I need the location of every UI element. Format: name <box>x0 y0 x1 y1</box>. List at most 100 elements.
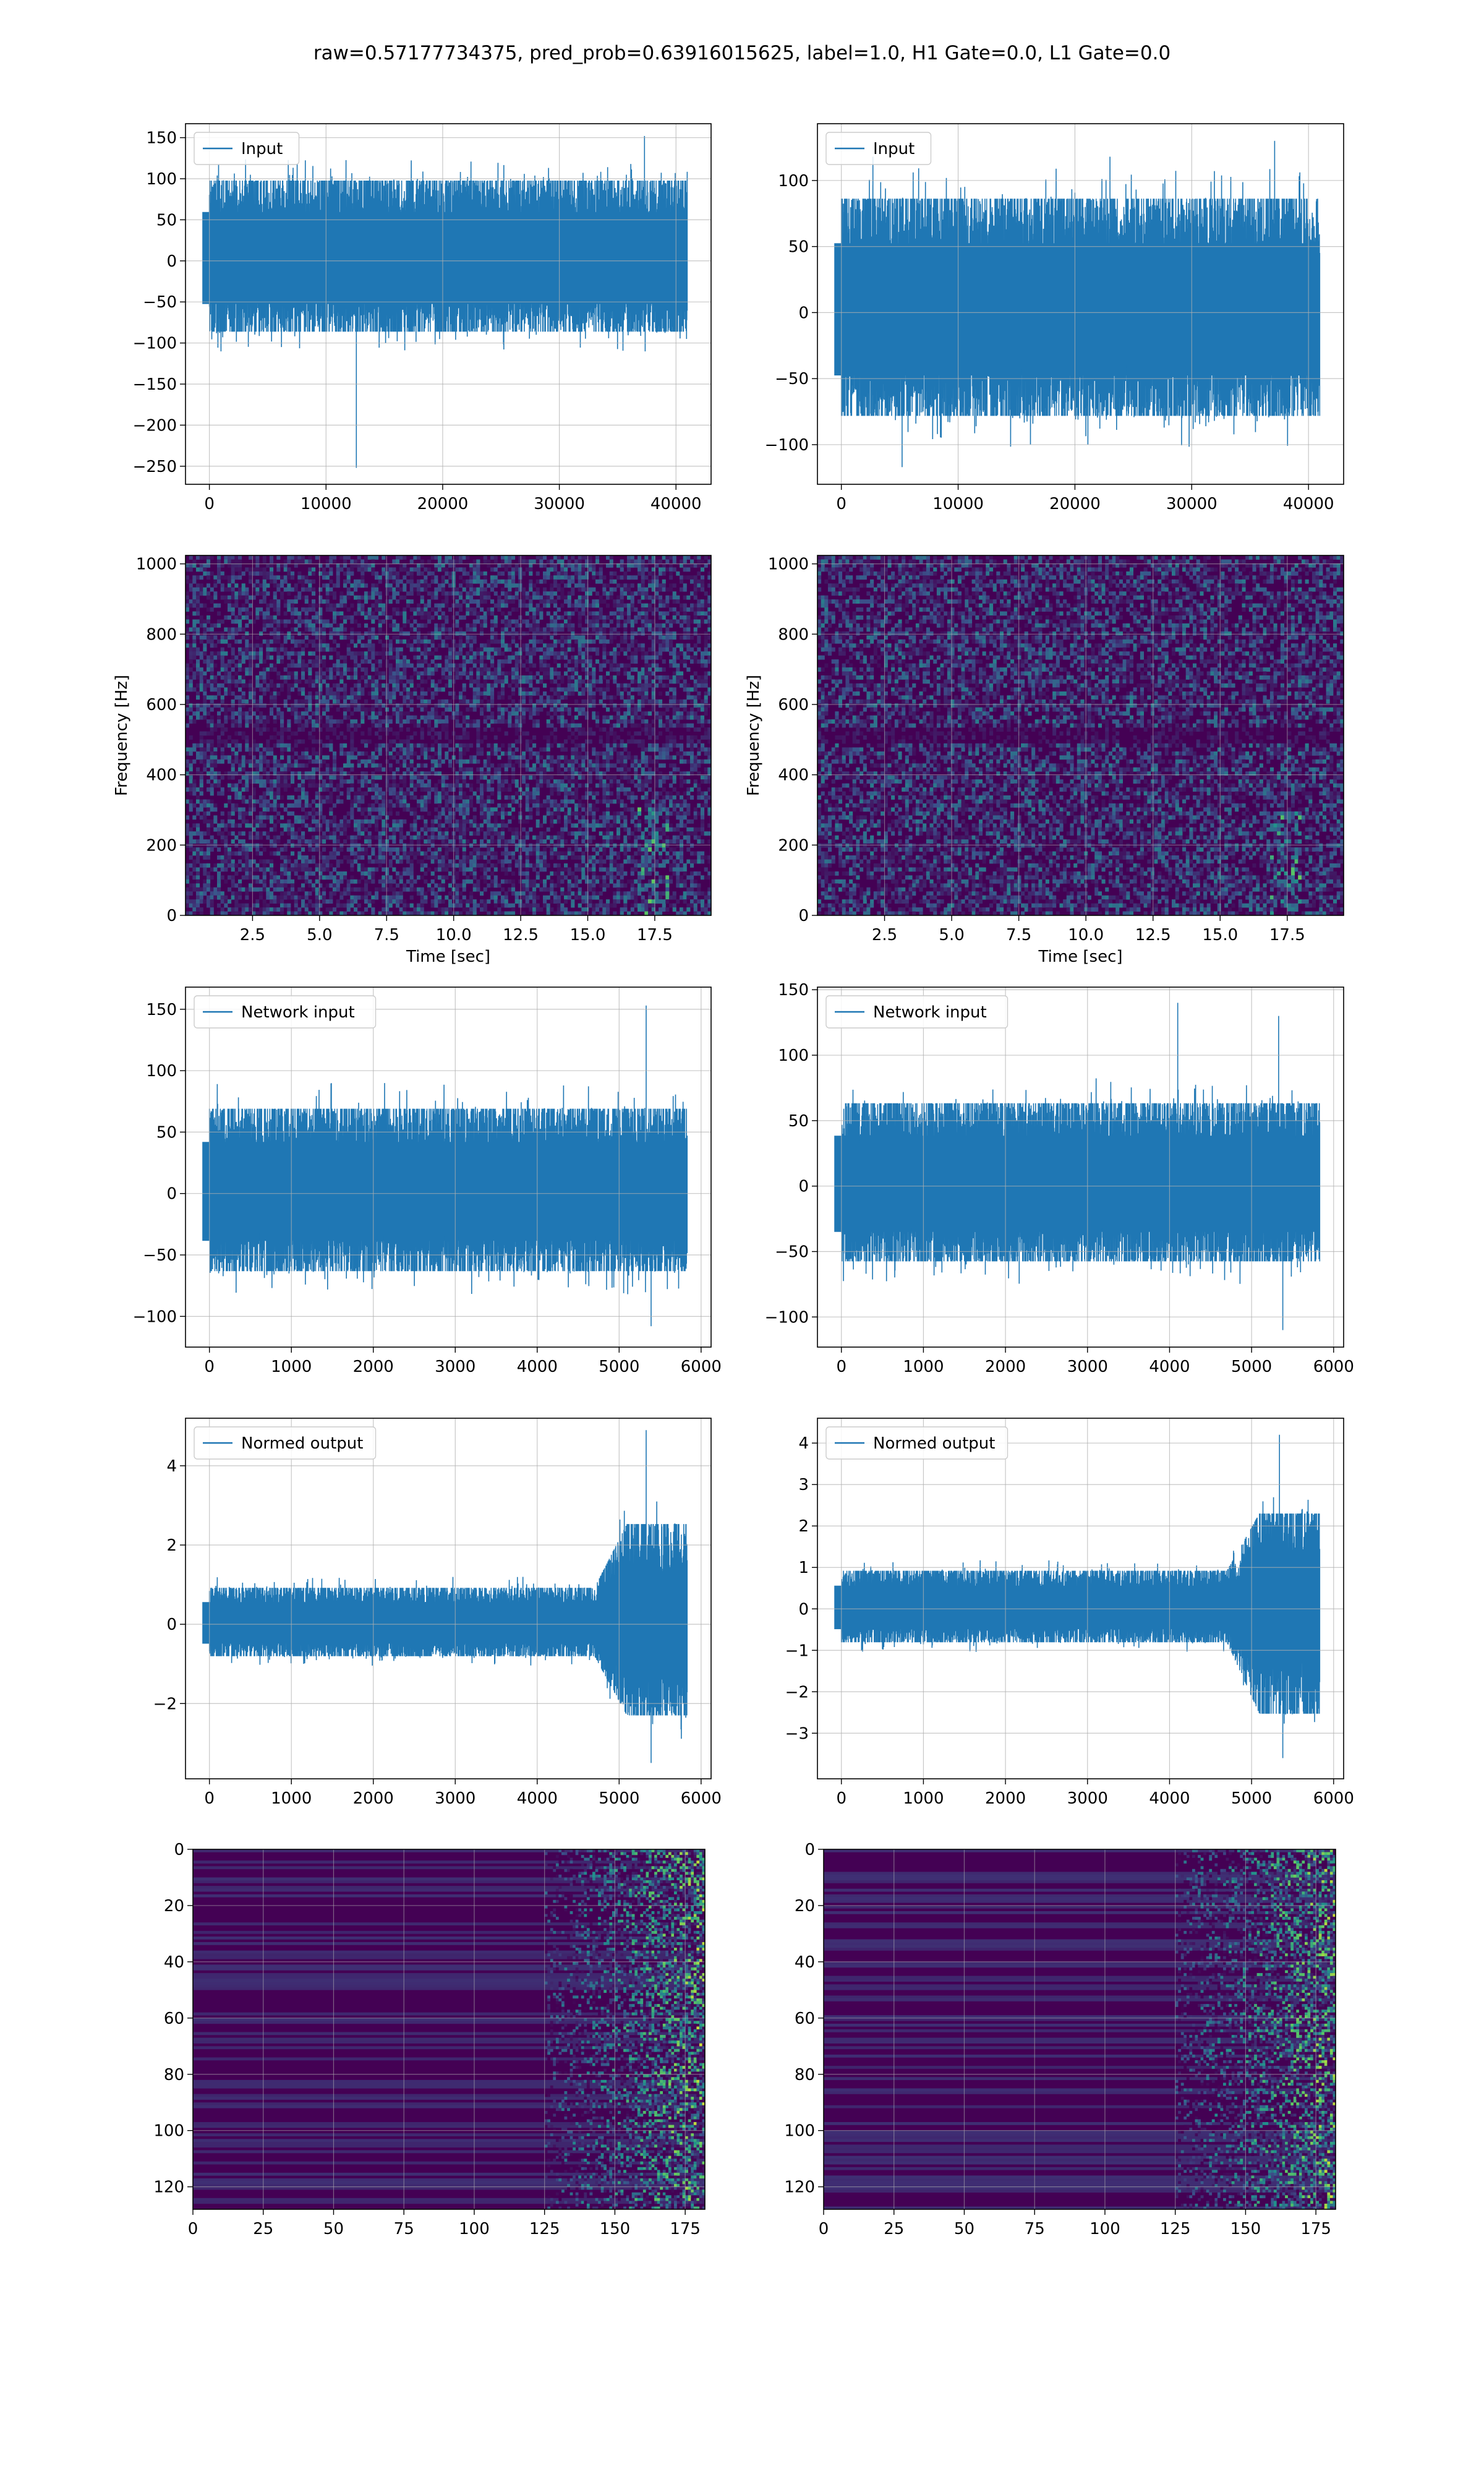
heatmap-cell <box>417 859 421 864</box>
heatmap-cell <box>350 839 354 844</box>
heatmap-cell <box>252 771 256 776</box>
heatmap-cell <box>382 607 386 612</box>
heatmap-cell <box>199 651 203 656</box>
heatmap-cell <box>469 683 474 688</box>
heatmap-cell <box>427 747 432 752</box>
heatmap-cell <box>336 735 340 740</box>
heatmap-cell <box>364 659 369 664</box>
heatmap-cell <box>406 735 411 740</box>
heatmap-cell <box>210 675 214 680</box>
heatmap-cell <box>483 703 487 708</box>
heatmap-cell <box>301 659 305 664</box>
heatmap-cell <box>476 759 480 764</box>
heatmap-cell <box>357 611 361 616</box>
heatmap-cell <box>504 847 508 852</box>
heatmap-cell <box>493 583 498 588</box>
heatmap-cell <box>448 691 453 696</box>
heatmap-cell <box>318 771 323 776</box>
heatmap-cell <box>213 815 218 820</box>
heatmap-cell <box>511 631 516 636</box>
heatmap-cell <box>231 603 235 608</box>
heatmap-cell <box>466 699 470 704</box>
heatmap-cell <box>459 607 463 612</box>
heatmap-cell <box>262 771 267 776</box>
heatmap-cell <box>501 895 505 900</box>
y-tick-label: −50 <box>143 293 177 312</box>
heatmap-cell <box>403 667 407 672</box>
heatmap-cell <box>210 671 214 676</box>
heatmap-cell <box>346 571 351 576</box>
heatmap-cell <box>210 555 214 560</box>
heatmap-cell <box>234 771 239 776</box>
heatmap-cell <box>462 831 466 836</box>
heatmap-cell <box>231 707 235 712</box>
heatmap-cell <box>346 763 351 768</box>
heatmap-cell <box>350 687 354 692</box>
heatmap-cell <box>438 631 442 636</box>
heatmap-cell <box>420 675 424 680</box>
heatmap-cell <box>476 879 480 884</box>
heatmap-cell <box>406 695 411 700</box>
heatmap-cell <box>270 679 274 684</box>
heatmap-cell <box>325 775 330 780</box>
heatmap-cell <box>417 775 421 780</box>
heatmap-cell <box>312 767 316 772</box>
heatmap-cell <box>371 647 375 652</box>
heatmap-cell <box>420 907 424 912</box>
heatmap-cell <box>382 851 386 856</box>
heatmap-cell <box>231 591 235 596</box>
heatmap-cell <box>409 895 414 900</box>
heatmap-cell <box>427 639 432 644</box>
heatmap-cell <box>266 683 270 688</box>
heatmap-cell <box>472 899 477 904</box>
heatmap-cell <box>409 615 414 620</box>
heatmap-cell <box>280 751 284 756</box>
heatmap-cell <box>322 867 326 872</box>
heatmap-cell <box>490 663 495 668</box>
heatmap-cell <box>501 775 505 780</box>
heatmap-cell <box>511 555 516 560</box>
heatmap-cell <box>276 847 281 852</box>
heatmap-cell <box>392 623 396 628</box>
heatmap-cell <box>346 879 351 884</box>
heatmap-cell <box>315 839 319 844</box>
heatmap-cell <box>375 575 379 580</box>
heatmap-cell <box>357 707 361 712</box>
heatmap-cell <box>504 659 508 664</box>
heatmap-cell <box>480 587 484 592</box>
heatmap-cell <box>476 675 480 680</box>
heatmap-cell <box>427 715 432 720</box>
heatmap-cell <box>220 651 224 656</box>
heatmap-cell <box>350 879 354 884</box>
heatmap-cell <box>508 903 512 908</box>
heatmap-cell <box>234 851 239 856</box>
heatmap-cell <box>287 587 291 592</box>
heatmap-cell <box>231 875 235 880</box>
heatmap-cell <box>424 827 428 832</box>
heatmap-cell <box>249 747 253 752</box>
heatmap-cell <box>455 883 459 888</box>
heatmap-cell <box>385 695 390 700</box>
heatmap-cell <box>385 651 390 656</box>
heatmap-cell <box>199 687 203 692</box>
heatmap-cell <box>417 743 421 748</box>
heatmap-cell <box>434 563 438 568</box>
heatmap-cell <box>434 635 438 640</box>
heatmap-cell <box>399 567 403 572</box>
heatmap-cell <box>207 863 211 868</box>
heatmap-cell <box>270 571 274 576</box>
heatmap-cell <box>315 895 319 900</box>
heatmap-cell <box>224 627 228 632</box>
heatmap-cell <box>312 747 316 752</box>
heatmap-cell <box>192 663 197 668</box>
heatmap-cell <box>280 755 284 760</box>
heatmap-cell <box>312 587 316 592</box>
heatmap-cell <box>501 663 505 668</box>
heatmap-cell <box>476 651 480 656</box>
heatmap-cell <box>501 571 505 576</box>
heatmap-cell <box>445 775 449 780</box>
heatmap-cell <box>354 823 358 828</box>
heatmap-cell <box>430 635 435 640</box>
heatmap-cell <box>406 879 411 884</box>
heatmap-cell <box>203 631 207 636</box>
